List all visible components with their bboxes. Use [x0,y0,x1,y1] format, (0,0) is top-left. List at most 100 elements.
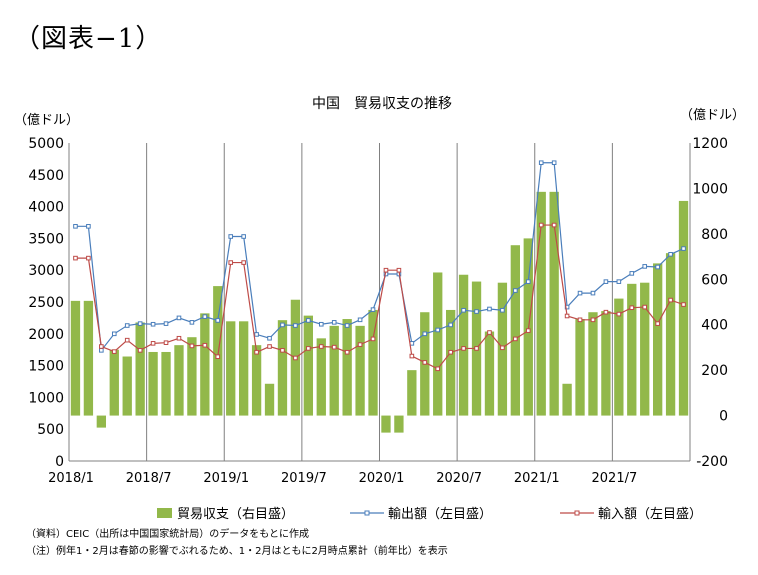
bar [433,272,443,416]
y-right-tick-label: 800 [701,227,728,243]
data-point [616,279,622,284]
data-point [254,332,259,337]
y-left-tick-label: 500 [37,422,64,438]
bar [575,319,585,416]
y-left-tick-label: 1000 [28,390,64,406]
x-tick-label: 2018/7 [126,471,172,486]
bar [264,383,275,416]
data-point [668,297,673,303]
data-point [86,224,91,229]
x-tick-label: 2020/7 [436,471,482,486]
data-point [228,260,234,265]
x-tick-label: 2018/1 [48,471,94,486]
data-point [681,302,686,307]
legend-marker [574,510,580,516]
bar [652,263,663,416]
bar [70,300,81,416]
y-axis-left-label: （億ドル） [14,112,79,128]
bar [562,383,572,416]
y-left-tick-label: 1500 [28,359,64,375]
data-point [267,344,272,349]
data-point [551,160,557,166]
data-point [513,288,518,293]
bar [213,286,223,416]
axes: 2018/1 2018/7 2019/1 2019/7 2020/1 2020/7 2021… [28,136,728,486]
data-point [202,314,208,319]
data-point [370,307,376,312]
x-tick-label: 2019/7 [281,471,327,486]
data-point [655,264,660,270]
bar [329,325,339,416]
data-point [228,234,234,239]
data-point [435,327,441,333]
bar [135,322,145,416]
data-point [189,343,195,349]
y-right-tick-label: 1000 [692,181,728,197]
bar [226,321,236,416]
data-point [357,342,363,347]
data-point [525,279,531,284]
footnotes: （資料）CEIC（出所は中国国家統計局）のデータをもとに作成 （注）例年1・2月… [26,526,448,560]
bar [678,200,689,416]
data-point [629,271,635,276]
chart-title: 中国 貿易収支の推移 [312,96,452,112]
data-point [396,267,402,273]
data-point [642,304,648,310]
legend-label: 貿易収支（右目盛） [177,507,294,522]
data-point [655,321,660,326]
data-point [215,354,221,359]
data-point [448,322,453,328]
data-point [500,345,505,351]
line-series [73,160,686,372]
data-point [124,337,130,343]
data-point [551,222,557,228]
data-point [176,315,182,321]
figure-label: （図表−1） [14,24,163,54]
bar [368,309,378,416]
data-point [383,267,389,273]
data-point [357,317,363,323]
legend-label: 輸出額（左目盛） [388,507,492,522]
data-point [150,341,156,346]
data-point [241,260,246,265]
data-point [461,307,466,313]
grid-lines [146,143,613,461]
data-point [616,311,622,317]
data-point [293,323,298,328]
data-point [150,321,156,327]
bar [381,415,391,433]
bar [510,245,521,416]
x-tick-label: 2021/7 [592,471,638,486]
legend: 貿易収支（右目盛） 輸出額（左目盛） 輸入額（左目盛） [157,507,702,522]
bar [187,337,197,416]
data-point [280,322,285,328]
data-point [331,320,337,325]
y-left-tick-label: 3500 [28,231,64,247]
data-point [86,255,91,261]
data-point [564,313,570,319]
data-point [318,344,324,349]
bar [277,320,288,416]
data-point [280,348,285,353]
data-point [422,360,428,365]
data-point [577,290,583,296]
data-point [487,330,492,335]
x-tick-label: 2019/1 [203,471,249,486]
data-point [590,317,596,323]
y-left-tick-label: 2000 [28,327,64,343]
data-point [99,348,104,353]
y-left-tick-label: 4000 [28,200,64,216]
data-point [474,309,479,314]
bar [394,415,404,433]
data-point [73,255,78,261]
data-point [267,335,272,341]
bar [484,331,495,416]
bar [355,325,365,416]
data-point [409,353,415,359]
data-point [99,344,104,349]
data-point [474,346,479,351]
data-point [538,160,544,166]
data-point [603,279,609,284]
bar [536,191,546,416]
